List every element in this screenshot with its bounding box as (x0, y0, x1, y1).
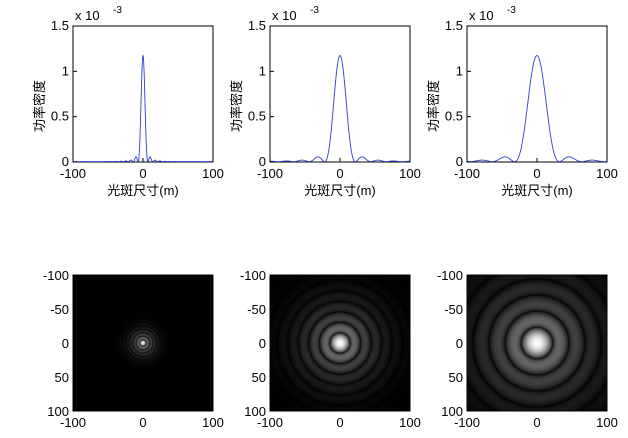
image-frame (269, 274, 411, 412)
y-tick-label: 1 (62, 63, 69, 78)
y-tick-label: 0 (456, 336, 463, 351)
y-tick-label: 100 (47, 404, 69, 419)
exponent-power: -3 (310, 5, 319, 16)
x-tick-label: -100 (257, 166, 283, 181)
y-axis-label: 功率密度 (229, 80, 244, 132)
y-tick-label: -50 (247, 302, 266, 317)
y-axis-label: 功率密度 (32, 80, 47, 132)
y-tick-label: 50 (252, 370, 266, 385)
x-tick-label: 0 (533, 415, 540, 430)
exponent-base: x 10 (75, 8, 100, 23)
image-rings (467, 275, 607, 411)
y-tick-label: 100 (441, 404, 463, 419)
x-axis-label: 光斑尺寸(m) (501, 183, 573, 198)
plot-frame (72, 25, 214, 163)
y-tick-label: 0 (456, 154, 463, 169)
exponent-power: -3 (113, 5, 122, 16)
y-tick-label: 0.5 (445, 109, 463, 124)
x-tick-label: -100 (257, 415, 283, 430)
y-tick-label: 1.5 (445, 18, 463, 33)
y-tick-label: 50 (55, 370, 69, 385)
y-tick-label: -50 (444, 302, 463, 317)
x-tick-label: 100 (202, 415, 224, 430)
x-tick-label: 0 (139, 415, 146, 430)
x-tick-label: -100 (60, 415, 86, 430)
power-density-curve (73, 54, 213, 163)
x-tick-label: 0 (139, 166, 146, 181)
x-tick-label: 0 (336, 166, 343, 181)
image-rings (270, 275, 410, 411)
y-tick-label: 0 (62, 154, 69, 169)
x-tick-label: -100 (60, 166, 86, 181)
y-tick-label: 1 (259, 63, 266, 78)
x-tick-label: 0 (533, 166, 540, 181)
exponent-base: x 10 (469, 8, 494, 23)
y-tick-label: 1 (456, 63, 463, 78)
intensity-ring (536, 342, 538, 344)
exponent-power: -3 (507, 5, 516, 16)
y-tick-label: 1.5 (51, 18, 69, 33)
y-axis-label: 功率密度 (426, 80, 441, 132)
plot-frame (466, 25, 608, 163)
intensity-ring (339, 342, 341, 344)
x-tick-label: 100 (596, 166, 618, 181)
x-axis-label: 光斑尺寸(m) (107, 183, 179, 198)
x-tick-label: -100 (454, 166, 480, 181)
x-tick-label: 100 (596, 415, 618, 430)
plot-frame (269, 25, 411, 163)
x-tick-label: -100 (454, 415, 480, 430)
exponent-base: x 10 (272, 8, 297, 23)
y-tick-label: 1.5 (248, 18, 266, 33)
y-tick-label: -100 (437, 268, 463, 283)
x-tick-label: 0 (336, 415, 343, 430)
image-frame (72, 274, 214, 412)
y-tick-label: 0.5 (248, 109, 266, 124)
x-tick-label: 100 (399, 415, 421, 430)
y-tick-label: 50 (449, 370, 463, 385)
y-tick-label: -100 (43, 268, 69, 283)
x-tick-label: 100 (202, 166, 224, 181)
image-rings (73, 275, 213, 411)
intensity-ring (142, 342, 144, 344)
y-tick-label: 0 (259, 336, 266, 351)
power-density-curve (270, 55, 410, 163)
y-tick-label: -100 (240, 268, 266, 283)
y-tick-label: -50 (50, 302, 69, 317)
x-tick-label: 100 (399, 166, 421, 181)
x-axis-label: 光斑尺寸(m) (304, 183, 376, 198)
y-tick-label: 0.5 (51, 109, 69, 124)
y-tick-label: 100 (244, 404, 266, 419)
y-tick-label: 0 (259, 154, 266, 169)
power-density-curve (466, 55, 608, 163)
y-tick-label: 0 (62, 336, 69, 351)
image-frame (466, 274, 608, 412)
